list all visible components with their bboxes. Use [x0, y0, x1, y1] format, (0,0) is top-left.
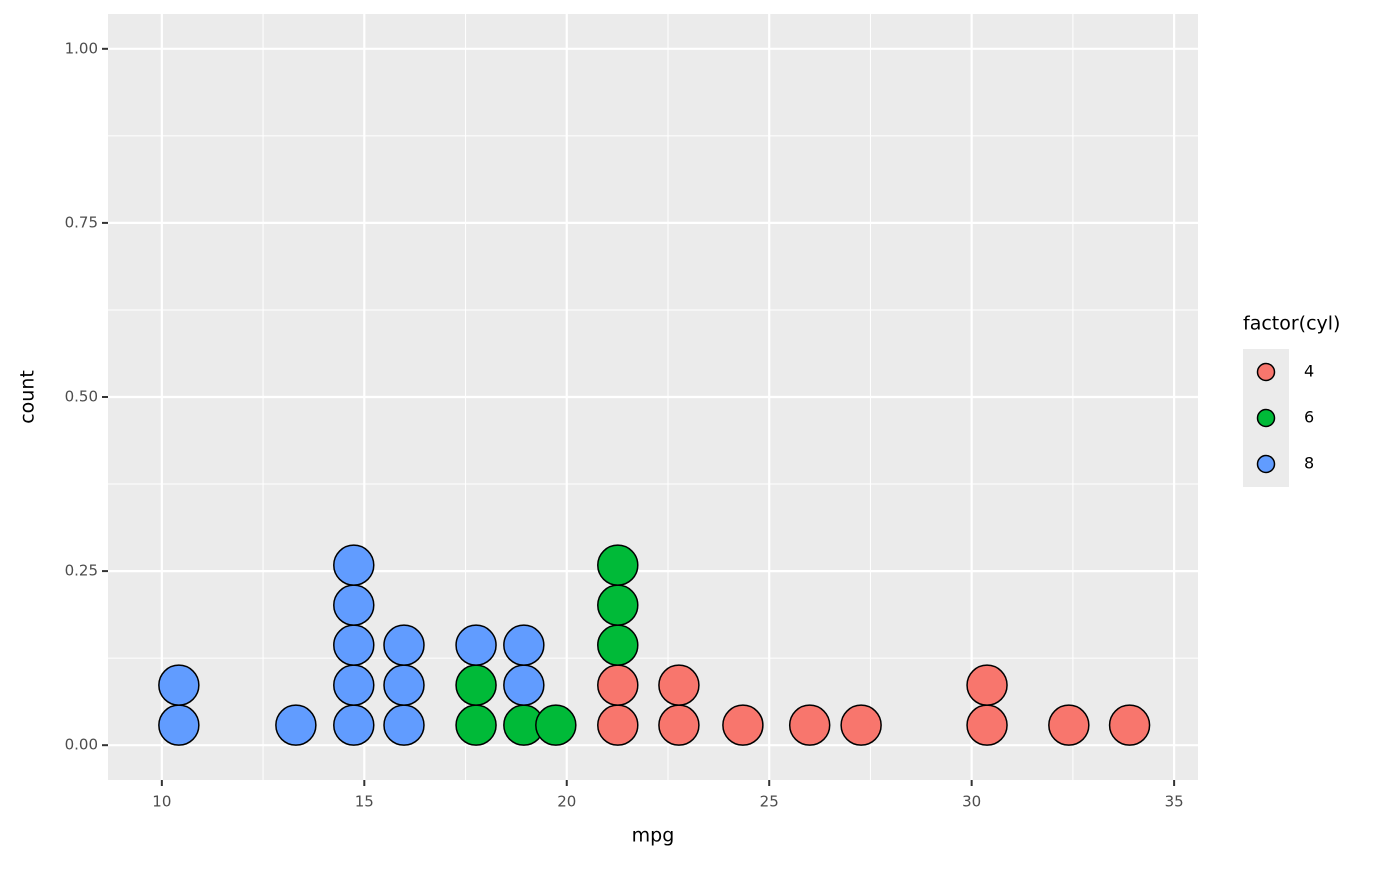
dot [966, 664, 1008, 706]
legend-key [1256, 454, 1276, 474]
dot [158, 704, 200, 746]
legend-key [1256, 408, 1276, 428]
dot [275, 704, 317, 746]
dot [535, 704, 577, 746]
legend-key [1256, 362, 1276, 382]
dot [658, 704, 700, 746]
dot [597, 584, 639, 626]
dot [333, 664, 375, 706]
x-axis-title: mpg [632, 825, 675, 847]
x-tick-label: 10 [152, 793, 171, 811]
y-axis-title: count [17, 370, 39, 424]
dot [840, 704, 882, 746]
y-tick-label: 0.25 [65, 562, 98, 580]
legend-label: 8 [1304, 454, 1314, 473]
x-tick-label: 30 [962, 793, 981, 811]
dot [597, 704, 639, 746]
x-tick-label: 25 [760, 793, 779, 811]
dot [788, 704, 831, 746]
dot [966, 704, 1008, 746]
dot [455, 624, 497, 666]
dot [383, 664, 425, 706]
dot [333, 584, 375, 626]
dot [597, 544, 639, 586]
dot [658, 664, 700, 706]
x-tick-label: 20 [557, 793, 576, 811]
dot [503, 624, 545, 666]
legend-title: factor(cyl) [1243, 313, 1340, 335]
dot [158, 664, 200, 706]
dot [597, 624, 639, 666]
y-tick-label: 1.00 [65, 39, 98, 57]
x-tick-label: 35 [1165, 793, 1184, 811]
dot [455, 664, 497, 706]
dot [455, 704, 497, 746]
y-tick-label: 0.75 [65, 213, 98, 231]
dot [383, 704, 425, 746]
y-tick-label: 0.00 [65, 736, 98, 754]
dot [333, 624, 375, 666]
dot [383, 624, 425, 666]
dot [1048, 704, 1090, 746]
dot [333, 544, 375, 586]
legend-label: 6 [1304, 408, 1314, 427]
y-tick-label: 0.50 [65, 388, 98, 406]
dot [722, 704, 764, 746]
x-tick-label: 15 [355, 793, 374, 811]
dot [1108, 704, 1151, 746]
dot [503, 664, 545, 706]
dot [597, 664, 639, 706]
dot [333, 704, 375, 746]
legend-label: 4 [1304, 362, 1314, 381]
